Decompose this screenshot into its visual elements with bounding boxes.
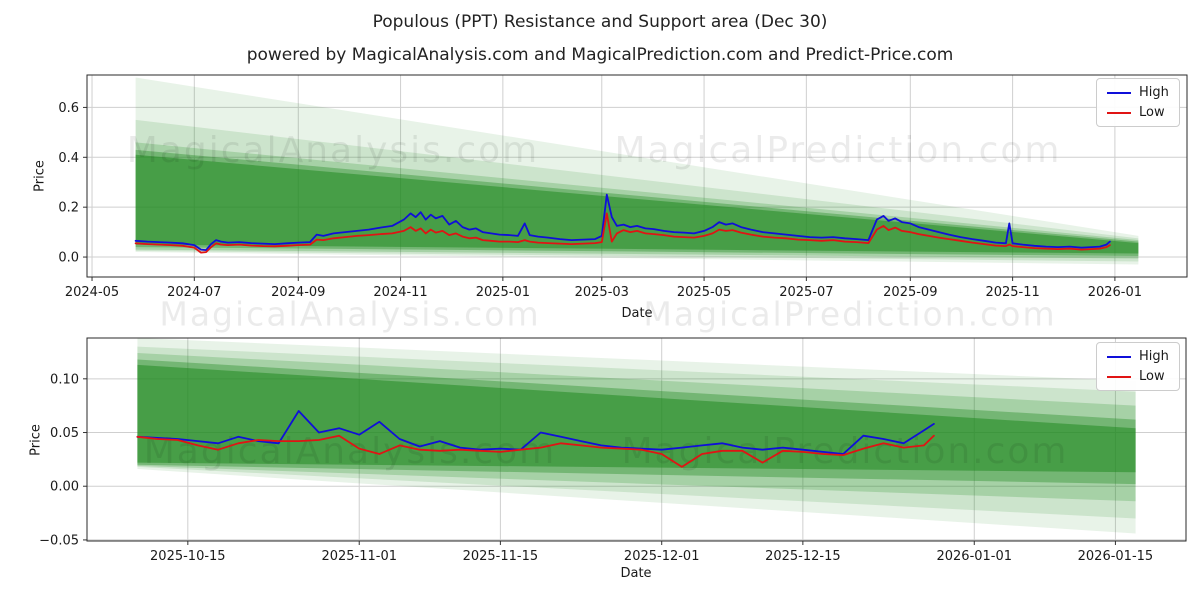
chart-bottom-underlay: 2025-10-15 2025-11-01 2025-11-15 2025-12-01… xyxy=(39,338,1186,564)
legend-label-high: High xyxy=(1139,349,1169,364)
high-line-swatch xyxy=(1107,355,1131,358)
y-axis-label-top: Price xyxy=(32,160,48,192)
y-tick-label: 0.4 xyxy=(58,151,79,166)
plot-border xyxy=(86,74,1188,278)
x-tick-label: 2026-01-15 xyxy=(1078,549,1154,564)
chart-top-underlay: 2024-05 2024-07 2024-09 2024-11 2025-01 2025-… xyxy=(58,75,1187,300)
y-tick-label: 0.0 xyxy=(58,251,79,266)
y-tick-label: 0.05 xyxy=(50,426,79,441)
high-line xyxy=(134,193,1111,252)
x-tick-label: 2025-01 xyxy=(476,285,530,300)
low-line-swatch xyxy=(1107,111,1131,114)
y-tick-label: 0.2 xyxy=(58,201,79,216)
low-line xyxy=(136,434,935,468)
y-tick-label: 0.10 xyxy=(50,372,79,387)
legend-item-high: High xyxy=(1107,85,1169,100)
chart-bottom-overlay xyxy=(86,337,1187,542)
x-tick-label: 2026-01 xyxy=(1088,285,1142,300)
y-tick-label: 0.6 xyxy=(58,101,79,116)
x-tick-label: 2025-10-15 xyxy=(150,549,226,564)
x-tick-label: 2025-12-15 xyxy=(765,549,841,564)
x-tick-label: 2025-09 xyxy=(883,285,937,300)
watermark: MagicalPrediction.com xyxy=(643,295,1056,334)
x-tick-label: 2026-01-01 xyxy=(936,549,1012,564)
watermark: MagicalAnalysis.com xyxy=(159,295,540,334)
x-tick-label: 2024-05 xyxy=(65,285,119,300)
y-axis-label-bottom: Price xyxy=(28,424,44,456)
x-tick-label: 2025-11-15 xyxy=(463,549,539,564)
high-line-swatch xyxy=(1107,91,1131,94)
legend-label-low: Low xyxy=(1139,369,1165,384)
y-tick-label: −0.05 xyxy=(39,533,79,548)
x-tick-label: 2025-03 xyxy=(575,285,629,300)
plot-border xyxy=(86,337,1187,542)
x-axis-label-top: Date xyxy=(621,306,653,321)
legend-label-low: Low xyxy=(1139,105,1165,120)
legend-item-low: Low xyxy=(1107,369,1169,384)
legend-top: High Low xyxy=(1096,78,1180,127)
x-tick-label: 2024-07 xyxy=(167,285,221,300)
watermark: MagicalAnalysis.com xyxy=(127,130,539,171)
x-tick-label: 2024-11 xyxy=(373,285,427,300)
x-axis-label-bottom: Date xyxy=(620,566,652,581)
high-line xyxy=(136,410,935,455)
low-line xyxy=(134,212,1111,254)
legend-item-low: Low xyxy=(1107,105,1169,120)
support-resistance-band xyxy=(137,364,1136,473)
chart-top-overlay xyxy=(86,74,1188,278)
x-tick-label: 2025-05 xyxy=(677,285,731,300)
x-tick-label: 2025-12-01 xyxy=(624,549,700,564)
x-tick-label: 2025-11-01 xyxy=(321,549,397,564)
legend-bottom: High Low xyxy=(1096,342,1180,391)
y-tick-label: 0.00 xyxy=(50,480,79,495)
x-tick-label: 2025-07 xyxy=(779,285,833,300)
page-subtitle: powered by MagicalAnalysis.com and Magic… xyxy=(246,45,954,65)
legend-label-high: High xyxy=(1139,85,1169,100)
watermark: MagicalPrediction.com xyxy=(615,130,1062,171)
page-title: Populous (PPT) Resistance and Support ar… xyxy=(372,12,828,32)
low-line-swatch xyxy=(1107,375,1131,378)
legend-item-high: High xyxy=(1107,349,1169,364)
x-tick-label: 2025-11 xyxy=(985,285,1039,300)
x-tick-label: 2024-09 xyxy=(271,285,325,300)
watermark: MagicalPrediction.com xyxy=(622,431,1069,472)
